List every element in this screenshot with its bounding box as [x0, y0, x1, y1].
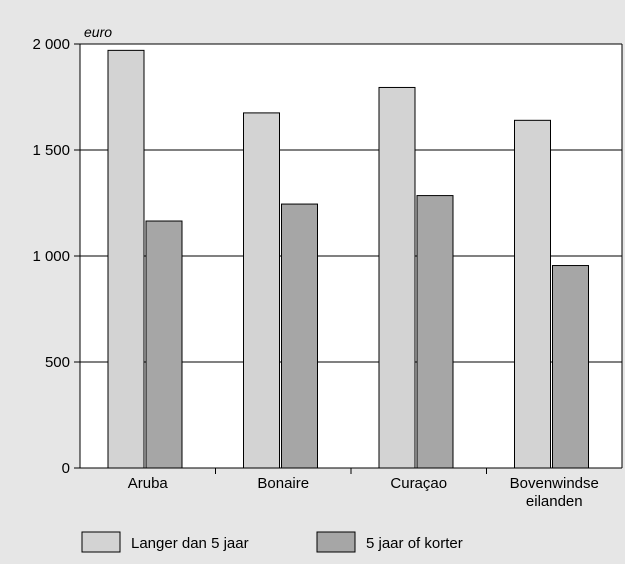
x-tick-label: Bonaire [257, 475, 309, 492]
y-tick-label: 500 [45, 354, 70, 371]
legend-swatch [81, 531, 121, 553]
y-unit-label: euro [84, 24, 112, 40]
x-tick-label: Bovenwindse [510, 475, 599, 492]
bar [416, 195, 454, 469]
bar [281, 203, 318, 469]
legend-label: 5 jaar of korter [366, 535, 463, 552]
bar [378, 86, 416, 469]
legend-label: Langer dan 5 jaar [131, 535, 249, 552]
bar [145, 220, 183, 469]
bar [514, 119, 551, 469]
bar [552, 265, 589, 469]
x-tick-label: eilanden [526, 493, 583, 510]
bar [243, 112, 280, 469]
x-tick-label: Aruba [128, 475, 169, 492]
x-tick-label: Curaçao [390, 475, 447, 492]
bar [107, 49, 145, 469]
legend-swatch [316, 531, 356, 553]
y-tick-label: 1 500 [32, 142, 70, 159]
y-tick-label: 0 [62, 460, 70, 477]
y-tick-label: 1 000 [32, 248, 70, 265]
y-tick-label: 2 000 [32, 36, 70, 53]
